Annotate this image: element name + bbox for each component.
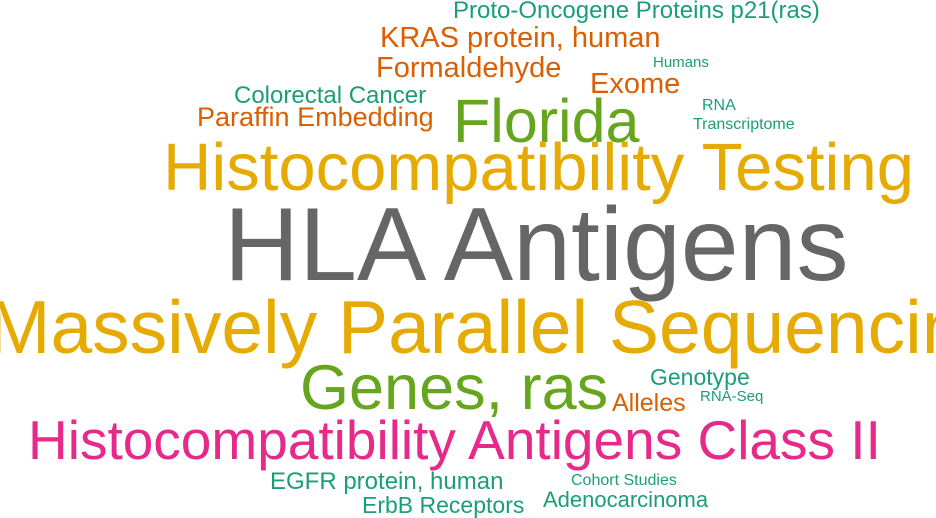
- word-genes-ras: Genes, ras: [300, 353, 609, 423]
- word-hla-antigens: HLA Antigens: [224, 187, 849, 303]
- word-transcriptome: Transcriptome: [693, 116, 795, 133]
- word-histocompatibility-testing: Histocompatibility Testing: [163, 130, 914, 205]
- word-paraffin-embedding: Paraffin Embedding: [197, 102, 434, 132]
- word-alleles: Alleles: [612, 389, 686, 417]
- word-rna-seq: RNA-Seq: [700, 388, 764, 405]
- word-humans: Humans: [653, 54, 709, 71]
- word-histocompatibility-antigens-class-ii: Histocompatibility Antigens Class II: [28, 409, 881, 471]
- word-proto-oncogene-proteins: Proto-Oncogene Proteins p21(ras): [453, 0, 820, 24]
- word-exome: Exome: [590, 68, 681, 100]
- word-formaldehyde: Formaldehyde: [376, 52, 562, 84]
- word-adenocarcinoma: Adenocarcinoma: [543, 487, 709, 512]
- word-egfr-protein-human: EGFR protein, human: [270, 468, 504, 495]
- word-massively-parallel-sequencing: Massively Parallel Sequencing: [0, 285, 936, 369]
- word-genotype: Genotype: [650, 364, 750, 390]
- word-erbb-receptors: ErbB Receptors: [362, 492, 525, 518]
- word-colorectal-cancer: Colorectal Cancer: [234, 82, 427, 109]
- word-rna: RNA: [702, 97, 736, 114]
- word-cohort-studies: Cohort Studies: [571, 472, 677, 489]
- word-florida: Florida: [453, 87, 640, 155]
- word-kras-protein-human: KRAS protein, human: [380, 22, 661, 54]
